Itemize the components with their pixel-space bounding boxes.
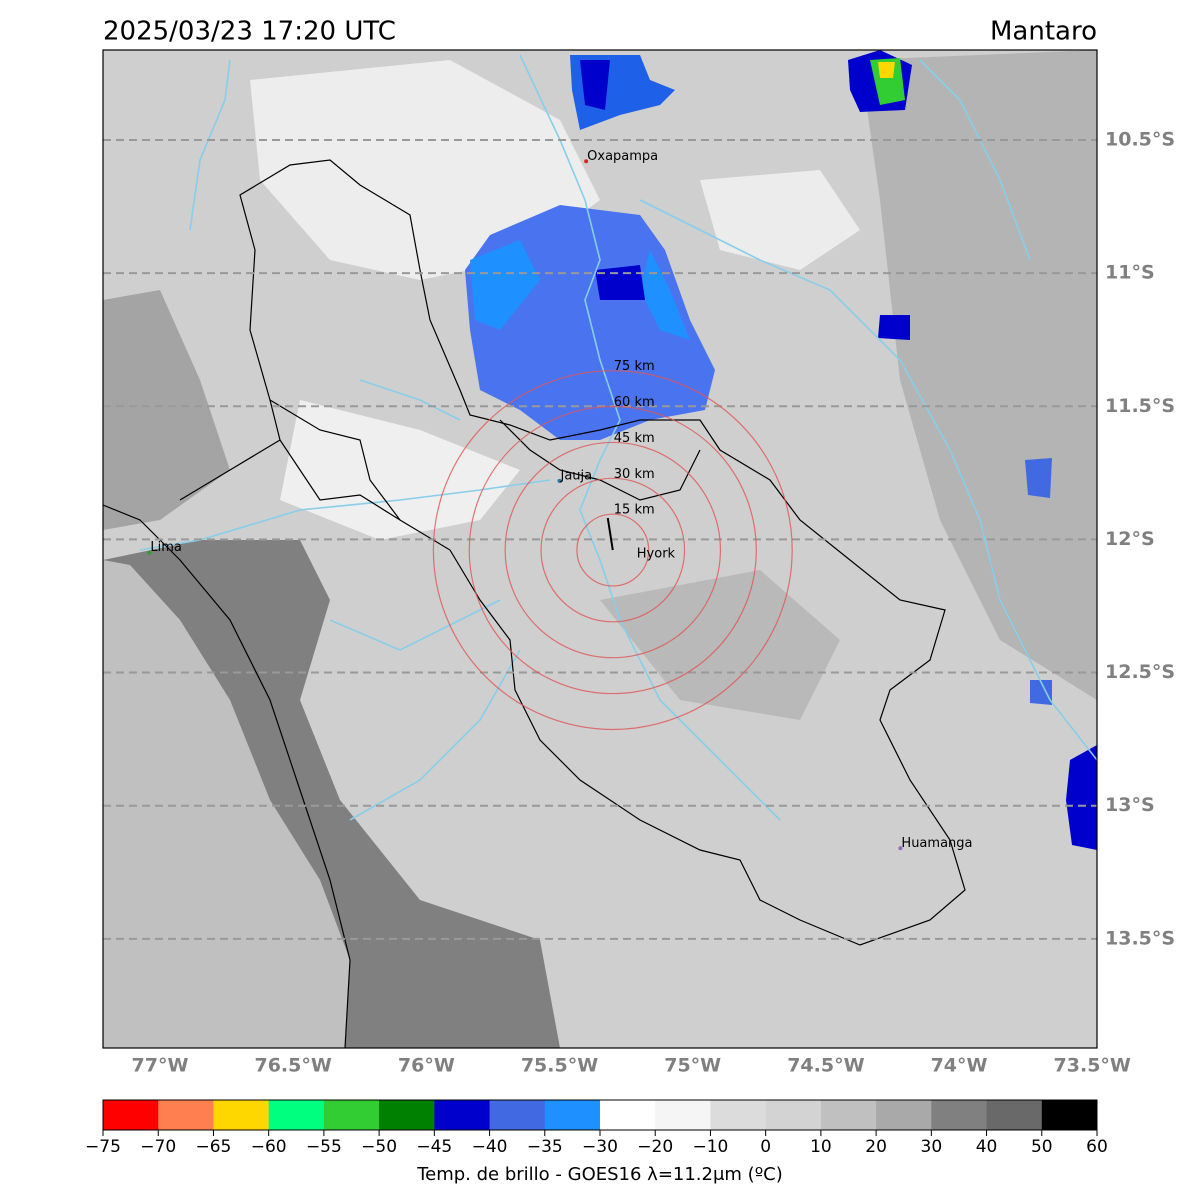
x-tick-label: 74.5°W	[787, 1055, 864, 1077]
colorbar-tick-label: −45	[416, 1137, 452, 1157]
ring-label: 15 km	[614, 503, 655, 518]
x-tick-label: 75°W	[664, 1055, 721, 1077]
range-ring	[432, 370, 793, 731]
colorbar: −75 −70 −65 −60 −55 −50 −45 −40 −35 −30 −20 −10 0 10 2…	[85, 1099, 1108, 1157]
colorbar-segment	[600, 1100, 656, 1130]
colorbar-segment	[103, 1100, 159, 1130]
colorbar-segment	[931, 1100, 988, 1130]
city-label: Huamanga	[901, 836, 972, 851]
city-marker	[557, 478, 562, 483]
x-tick-label: 77°W	[132, 1055, 189, 1077]
colorbar-tick-label: −65	[195, 1137, 231, 1157]
city-marker	[898, 846, 903, 851]
colorbar-segment	[710, 1100, 767, 1130]
colorbar-segment	[655, 1100, 711, 1130]
ring-label: 75 km	[614, 359, 655, 374]
colorbar-segment	[876, 1100, 932, 1130]
colorbar-tick-label: −20	[637, 1137, 673, 1157]
x-tick-label: 76°W	[398, 1055, 455, 1077]
colorbar-segment	[765, 1100, 822, 1130]
city-marker	[584, 159, 589, 164]
y-tick-label: 11°S	[1105, 262, 1155, 284]
center-label: Hyork	[637, 547, 676, 562]
colorbar-segment	[489, 1100, 546, 1130]
colorbar-tick-label: −10	[692, 1137, 728, 1157]
colorbar-tick-label: −30	[582, 1137, 618, 1157]
colorbar-segment	[268, 1100, 325, 1130]
colorbar-tick-label: 60	[1086, 1137, 1108, 1157]
colorbar-tick-label: −50	[361, 1137, 397, 1157]
colorbar-segment	[213, 1100, 270, 1130]
city-label: Jauja	[560, 468, 593, 483]
map-frame	[102, 49, 1098, 1049]
colorbar-tick-label: −55	[306, 1137, 342, 1157]
x-tick-label: 74°W	[931, 1055, 988, 1077]
range-ring	[504, 441, 722, 659]
colorbar-tick-label: 30	[921, 1137, 943, 1157]
region: Mantaro	[990, 17, 1097, 47]
colorbar-tick-label: −60	[251, 1137, 287, 1157]
y-tick-label: 13.5°S	[1105, 927, 1175, 949]
x-tick-label: 75.5°W	[521, 1055, 598, 1077]
colorbar-tick-label: 50	[1031, 1137, 1053, 1157]
gridlines	[103, 139, 1097, 940]
colorbar-segment	[379, 1100, 435, 1130]
x-tick-label: 73.5°W	[1054, 1055, 1131, 1077]
colorbar-tick-label: 0	[760, 1137, 771, 1157]
range-ring	[576, 513, 650, 587]
rivers	[139, 54, 1097, 821]
colorbar-segment	[323, 1100, 380, 1130]
colorbar-segment	[544, 1100, 601, 1130]
map-background	[103, 50, 1097, 1048]
colorbar-tick-label: −75	[85, 1137, 121, 1157]
colorbar-segment	[158, 1100, 214, 1130]
range-ring	[540, 477, 686, 623]
ring-label: 45 km	[614, 431, 655, 446]
range-ring	[468, 405, 757, 695]
y-tick-label: 12°S	[1105, 528, 1155, 550]
city-marker	[147, 550, 152, 555]
colorbar-segment	[986, 1100, 1043, 1130]
colorbar-segment	[820, 1100, 877, 1130]
x-tick-label: 76.5°W	[254, 1055, 331, 1077]
y-tick-label: 11.5°S	[1105, 395, 1175, 417]
rings: 15 km 30 km 45 km 60 km 75 km Hyork	[432, 359, 793, 731]
ring-label: 60 km	[614, 395, 655, 410]
city-label: Oxapampa	[587, 149, 658, 164]
colorbar-tick-label: 10	[810, 1137, 832, 1157]
colorbar-tick-label: −35	[527, 1137, 563, 1157]
center-track	[606, 517, 614, 551]
colorbar-tick-label: 40	[976, 1137, 998, 1157]
city-label: Lima	[150, 540, 181, 555]
y-tick-label: 10.5°S	[1105, 129, 1175, 151]
y-tick-label: 12.5°S	[1105, 661, 1175, 683]
ring-label: 30 km	[614, 467, 655, 482]
colorbar-tick-label: 20	[865, 1137, 887, 1157]
y-tick-label: 13°S	[1105, 794, 1155, 816]
colorbar-segment	[1041, 1100, 1098, 1130]
colorbar-label: Temp. de brillo - GOES16 λ=11.2μm (ºC)	[416, 1164, 783, 1185]
colorbar-segment	[434, 1100, 491, 1130]
colorbar-tick-label: −40	[472, 1137, 508, 1157]
title: 2025/03/23 17:20 UTC	[103, 17, 396, 47]
colorbar-tick-label: −70	[140, 1137, 176, 1157]
